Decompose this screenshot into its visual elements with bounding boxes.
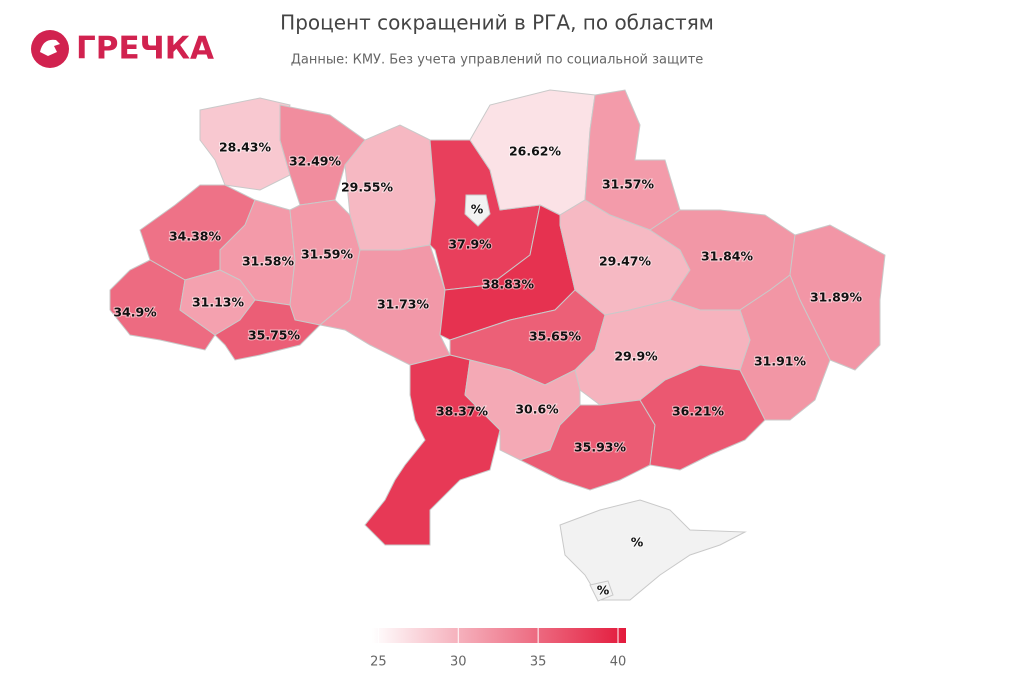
region-label: 34.38% <box>169 229 222 244</box>
logo-icon-shape <box>40 39 60 56</box>
region-label: 31.59% <box>301 247 354 262</box>
region-label: 31.13% <box>192 295 245 310</box>
title: Процент сокращений в РГА, по областям <box>280 11 714 35</box>
region-label: % <box>631 535 644 550</box>
labels: 28.43% 32.49% 29.55% 37.9%% 26.62% 31.57% 34.3… <box>112 139 863 599</box>
region-label: 26.62% <box>509 144 562 159</box>
region-label: 37.9% <box>448 237 492 252</box>
region <box>464 194 491 227</box>
region <box>639 364 766 471</box>
region <box>214 299 322 361</box>
region-label: 35.93% <box>574 440 627 455</box>
region-label: 31.91% <box>754 354 807 369</box>
region-label: % <box>597 583 610 598</box>
color-legend: 25 30 35 40 <box>370 628 626 670</box>
region-label: 31.58% <box>242 254 295 269</box>
logo: ГРЕЧКА <box>31 30 214 68</box>
region-label: 31.89% <box>810 290 863 305</box>
region-label: 36.21% <box>672 404 725 419</box>
region <box>559 499 747 601</box>
region-label: 28.43% <box>219 140 272 155</box>
region-label: 38.83% <box>482 277 535 292</box>
region-label: 35.65% <box>529 329 582 344</box>
color-tick-label: 25 <box>370 655 387 670</box>
region-label: 30.6% <box>515 402 559 417</box>
region-label: % <box>471 202 484 217</box>
color-tick-label: 40 <box>610 655 627 670</box>
region-label: 31.57% <box>602 177 655 192</box>
region-label: 31.84% <box>701 249 754 264</box>
region-label: 32.49% <box>289 154 342 169</box>
region-label: 29.55% <box>341 180 394 195</box>
color-tick-label: 30 <box>450 655 467 670</box>
map <box>109 89 886 602</box>
region-label: 29.9% <box>614 349 658 364</box>
region-label: 34.9% <box>113 305 157 320</box>
region <box>199 97 291 191</box>
region <box>589 580 614 602</box>
region-label: 35.75% <box>248 328 301 343</box>
color-tick-label: 35 <box>530 655 547 670</box>
color-bar <box>372 628 626 643</box>
logo-text: ГРЕЧКА <box>76 31 214 67</box>
region-label: 29.47% <box>599 254 652 269</box>
region-label: 31.73% <box>377 297 430 312</box>
region-label: 38.37% <box>436 404 489 419</box>
subtitle: Данные: КМУ. Без учета управлений по соц… <box>291 53 704 68</box>
